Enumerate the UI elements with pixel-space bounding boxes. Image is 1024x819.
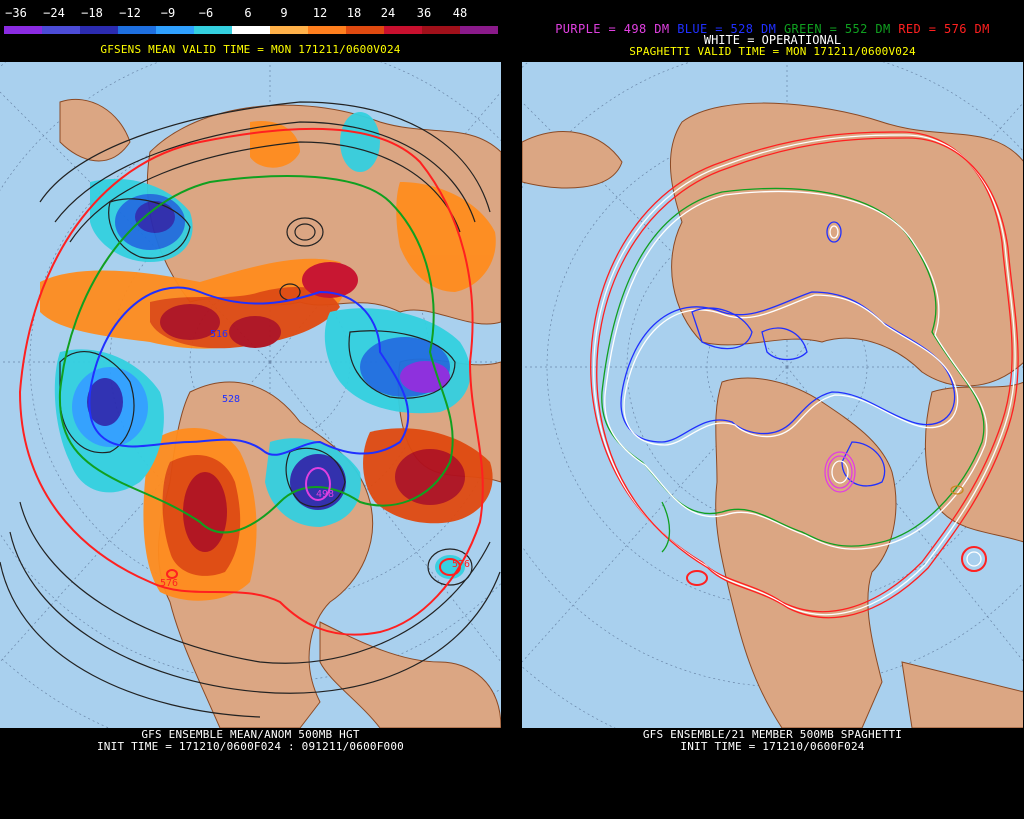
- scale-swatch: [308, 26, 346, 34]
- contour-label: 516: [210, 329, 228, 340]
- legend-red: RED = 576 DM: [898, 22, 990, 36]
- right-valid-time: SPAGHETTI VALID TIME = MON 171211/0600V0…: [629, 45, 916, 58]
- scale-label: −24: [43, 6, 65, 20]
- contour-label: 528: [222, 394, 240, 405]
- legend-operational: WHITE = OPERATIONAL: [703, 33, 842, 47]
- scale-swatch: [460, 26, 498, 34]
- scale-label: 24: [380, 6, 396, 20]
- contour-label: 498: [316, 489, 334, 500]
- right-title: GFS ENSEMBLE/21 MEMBER 500MB SPAGHETTI: [642, 728, 903, 741]
- ensemble-mean-map: 516 528 498 576 576: [0, 62, 501, 728]
- left-init-time: INIT TIME = 171210/0600F024 : 091211/060…: [96, 740, 404, 753]
- contour-labels: 516 528 498 576 576: [160, 329, 470, 589]
- ensemble-mean-panel: −36 −24 −18 −12 −9 −6 6 9 12 18 24 36 48…: [0, 0, 501, 819]
- scale-swatch: [118, 26, 156, 34]
- spaghetti-panel: PURPLE = 498 DM BLUE = 528 DM GREEN = 55…: [522, 0, 1023, 819]
- left-valid-time: GFSENS MEAN VALID TIME = MON 171211/0600…: [100, 43, 401, 56]
- scale-label: 12: [312, 6, 328, 20]
- scale-label: 6: [244, 6, 252, 20]
- scale-label: 9: [280, 6, 288, 20]
- contour-label: 576: [452, 559, 470, 570]
- spaghetti-legend: PURPLE = 498 DM BLUE = 528 DM GREEN = 55…: [522, 22, 1023, 36]
- scale-label: 36: [416, 6, 432, 20]
- legend-blue: BLUE = 528 DM: [677, 22, 777, 36]
- scale-swatch: [194, 26, 232, 34]
- spaghetti-contours: [590, 131, 1019, 619]
- scale-swatch: [156, 26, 194, 34]
- legend-purple: PURPLE = 498 DM: [555, 22, 670, 36]
- scale-label: 48: [452, 6, 468, 20]
- scale-swatch: [270, 26, 308, 34]
- right-init-time: INIT TIME = 171210/0600F024: [680, 740, 865, 753]
- height-contours: [0, 101, 501, 718]
- scale-label: −36: [5, 6, 27, 20]
- spaghetti-map: [522, 62, 1023, 728]
- legend-green: GREEN = 552 DM: [783, 22, 891, 36]
- panel-divider: [501, 0, 522, 819]
- scale-swatch: [232, 26, 270, 34]
- scale-swatch: [422, 26, 460, 34]
- scale-swatch: [384, 26, 422, 34]
- contour-label: 576: [160, 578, 178, 589]
- scale-label: −12: [119, 6, 141, 20]
- key-contours: [18, 127, 484, 636]
- scale-label: −6: [198, 6, 214, 20]
- anomaly-shading: [40, 112, 496, 601]
- scale-label: 18: [346, 6, 362, 20]
- scale-swatch: [42, 26, 80, 34]
- scale-swatch: [80, 26, 118, 34]
- left-title: GFS ENSEMBLE MEAN/ANOM 500MB HGT: [141, 728, 360, 741]
- scale-swatch: [4, 26, 42, 34]
- scale-label: −18: [81, 6, 103, 20]
- anomaly-color-scale: [4, 26, 498, 34]
- scale-swatch: [346, 26, 384, 34]
- scale-label: −9: [160, 6, 176, 20]
